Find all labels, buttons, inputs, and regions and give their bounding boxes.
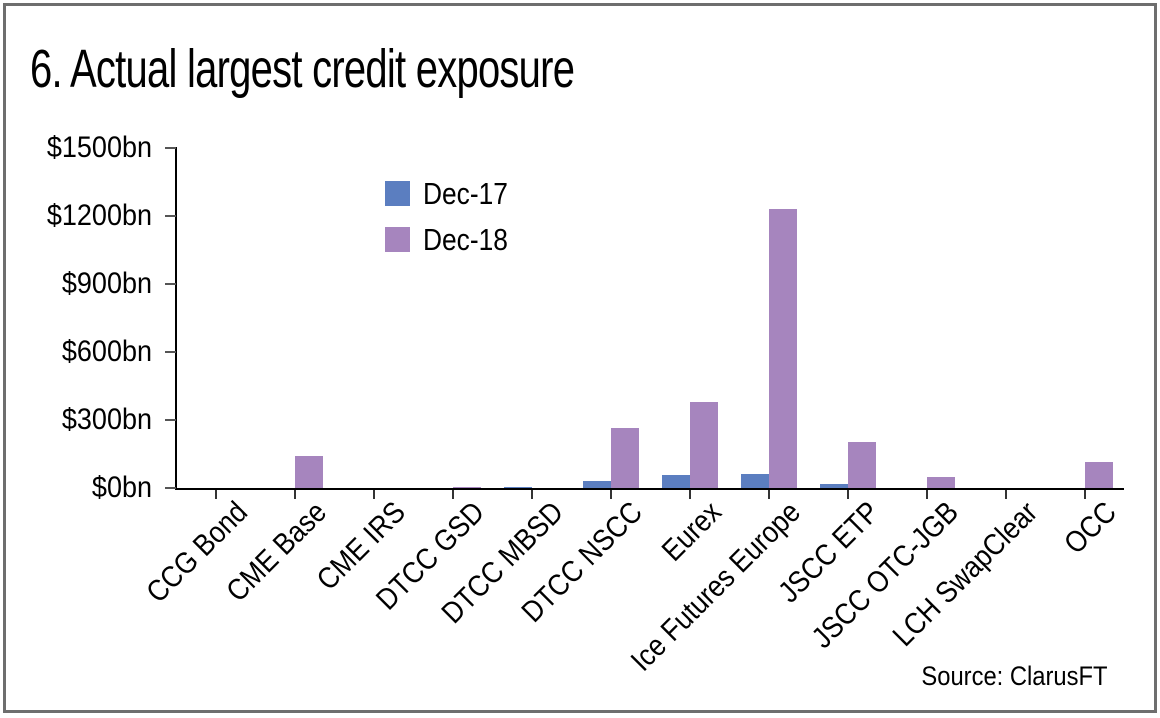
- x-tick-dtcc-mbsd: [530, 490, 533, 499]
- x-tick-ccg-bond: [214, 490, 217, 499]
- bar-dec-17-dtcc-mbsd: [503, 487, 532, 488]
- bar-dec-18-occ: [1084, 462, 1113, 488]
- x-tick-jscc-otc-jgb: [925, 490, 928, 499]
- y-axis-label-600: $600bn: [61, 335, 152, 368]
- legend-label-dec-18: Dec-18: [423, 222, 508, 257]
- x-tick-ice-futures-europe: [767, 490, 770, 499]
- source-credit: Source: ClarusFT: [921, 661, 1108, 691]
- y-tick-600: [165, 351, 176, 353]
- y-tick-0: [165, 487, 176, 489]
- y-tick-1200: [165, 215, 176, 217]
- bar-dec-18-jscc-etp: [847, 442, 876, 488]
- y-axis-label-1500: $1500bn: [46, 131, 152, 164]
- x-tick-occ: [1083, 490, 1086, 499]
- bar-dec-17-jscc-etp: [819, 484, 848, 488]
- legend-label-dec-17: Dec-17: [423, 176, 508, 211]
- y-tick-1500: [165, 147, 176, 149]
- bar-dec-18-dtcc-nscc: [610, 428, 639, 488]
- x-axis-line: [175, 488, 1124, 490]
- bar-dec-18-jscc-otc-jgb: [926, 477, 955, 488]
- x-tick-eurex: [688, 490, 691, 499]
- x-tick-cme-irs: [372, 490, 375, 499]
- y-tick-900: [165, 283, 176, 285]
- bar-dec-18-dtcc-gsd: [452, 487, 481, 488]
- legend-swatch-dec-18: [385, 227, 410, 252]
- bar-dec-18-ice-futures-europe: [768, 209, 797, 488]
- bar-dec-17-eurex: [661, 475, 690, 488]
- bar-dec-17-dtcc-nscc: [582, 481, 611, 488]
- x-tick-dtcc-gsd: [451, 490, 454, 499]
- x-tick-lch-swapclear: [1004, 490, 1007, 499]
- y-tick-300: [165, 419, 176, 421]
- x-tick-jscc-etp: [846, 490, 849, 499]
- y-axis-label-0: $0bn: [91, 471, 152, 504]
- y-axis-label-300: $300bn: [61, 403, 152, 436]
- chart-title: 6. Actual largest credit exposure: [30, 39, 575, 99]
- bar-dec-18-cme-base: [294, 456, 323, 488]
- x-tick-dtcc-nscc: [609, 490, 612, 499]
- x-tick-cme-base: [293, 490, 296, 499]
- y-axis-label-900: $900bn: [61, 267, 152, 300]
- y-axis-line: [175, 147, 177, 490]
- bar-dec-18-eurex: [689, 402, 718, 488]
- y-axis-label-1200: $1200bn: [46, 199, 152, 232]
- legend-swatch-dec-17: [385, 181, 410, 206]
- bar-dec-17-ice-futures-europe: [740, 474, 769, 488]
